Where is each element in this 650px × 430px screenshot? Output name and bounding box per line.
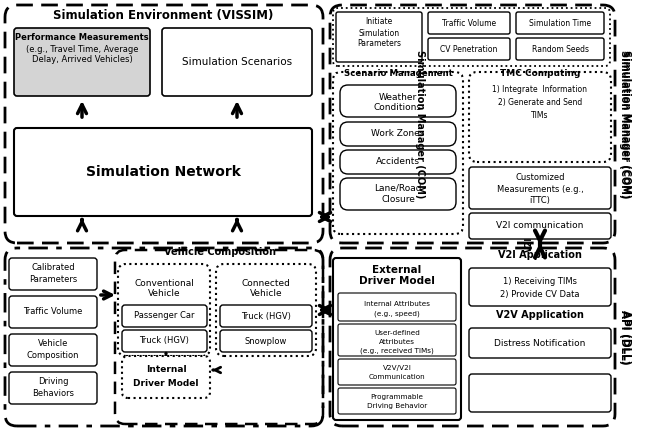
Text: (e.g., Travel Time, Average: (e.g., Travel Time, Average bbox=[26, 44, 138, 53]
Text: V2I: V2I bbox=[525, 237, 534, 252]
Text: Closure: Closure bbox=[381, 196, 415, 205]
Text: Attributes: Attributes bbox=[379, 339, 415, 345]
FancyBboxPatch shape bbox=[162, 28, 312, 96]
Text: Traffic Volume: Traffic Volume bbox=[23, 307, 83, 316]
Text: CV Penetration: CV Penetration bbox=[440, 44, 498, 53]
FancyBboxPatch shape bbox=[340, 150, 456, 174]
FancyBboxPatch shape bbox=[336, 12, 422, 62]
Text: Simulation Network: Simulation Network bbox=[86, 165, 240, 179]
Text: Performance Measurements: Performance Measurements bbox=[15, 33, 149, 42]
Text: Work Zones: Work Zones bbox=[371, 129, 424, 138]
FancyBboxPatch shape bbox=[469, 268, 611, 306]
Text: V2V Application: V2V Application bbox=[496, 310, 584, 320]
Text: Driving: Driving bbox=[38, 378, 68, 387]
Text: Driving Behavior: Driving Behavior bbox=[367, 403, 427, 409]
Text: Programmable: Programmable bbox=[370, 394, 424, 400]
Text: Driver Model: Driver Model bbox=[133, 378, 199, 387]
FancyBboxPatch shape bbox=[333, 258, 461, 420]
Text: Random Seeds: Random Seeds bbox=[532, 44, 588, 53]
Text: Vehicle: Vehicle bbox=[148, 289, 180, 298]
Text: API (DLL): API (DLL) bbox=[621, 310, 631, 364]
FancyBboxPatch shape bbox=[220, 330, 312, 352]
Text: Simulation Time: Simulation Time bbox=[529, 18, 591, 28]
Text: Conventional: Conventional bbox=[134, 279, 194, 288]
FancyBboxPatch shape bbox=[9, 334, 97, 366]
Text: Driver Model: Driver Model bbox=[359, 276, 435, 286]
Text: Vehicle Composition: Vehicle Composition bbox=[164, 247, 276, 257]
FancyBboxPatch shape bbox=[338, 324, 456, 356]
Text: Delay, Arrived Vehicles): Delay, Arrived Vehicles) bbox=[32, 55, 133, 64]
Text: Simulation Scenarios: Simulation Scenarios bbox=[182, 57, 292, 67]
Text: Measurements (e.g.,: Measurements (e.g., bbox=[497, 185, 584, 194]
FancyBboxPatch shape bbox=[220, 305, 312, 327]
Text: Simulation: Simulation bbox=[358, 28, 400, 37]
Text: Simulation Manager (COM): Simulation Manager (COM) bbox=[621, 50, 631, 198]
Text: Composition: Composition bbox=[27, 351, 79, 360]
FancyBboxPatch shape bbox=[516, 38, 604, 60]
Text: Parameters: Parameters bbox=[29, 276, 77, 285]
Text: Weather: Weather bbox=[379, 92, 417, 101]
FancyBboxPatch shape bbox=[122, 305, 207, 327]
Text: 2) Generate and Send: 2) Generate and Send bbox=[498, 98, 582, 108]
Text: Snowplow: Snowplow bbox=[245, 337, 287, 345]
Text: Vehicle: Vehicle bbox=[250, 289, 282, 298]
FancyBboxPatch shape bbox=[122, 356, 210, 398]
Text: V2I communication: V2I communication bbox=[497, 221, 584, 230]
FancyBboxPatch shape bbox=[469, 374, 611, 412]
Text: iTTC): iTTC) bbox=[530, 197, 551, 206]
Text: V2I Application: V2I Application bbox=[498, 250, 582, 260]
Text: 1) Receiving TIMs: 1) Receiving TIMs bbox=[503, 276, 577, 286]
FancyBboxPatch shape bbox=[428, 12, 510, 34]
Text: V2V/V2I: V2V/V2I bbox=[383, 365, 411, 371]
FancyBboxPatch shape bbox=[428, 38, 510, 60]
Text: Behaviors: Behaviors bbox=[32, 390, 74, 399]
Text: Truck (HGV): Truck (HGV) bbox=[139, 337, 189, 345]
Text: 1) Integrate  Information: 1) Integrate Information bbox=[493, 86, 588, 95]
Text: Passenger Car: Passenger Car bbox=[134, 311, 194, 320]
Text: Calibrated: Calibrated bbox=[31, 264, 75, 273]
Text: Lane/Road: Lane/Road bbox=[374, 184, 422, 193]
Text: Internal: Internal bbox=[146, 366, 187, 375]
Text: Simulation Manager (COM): Simulation Manager (COM) bbox=[619, 50, 629, 198]
FancyBboxPatch shape bbox=[340, 122, 456, 146]
Text: (e.g., speed): (e.g., speed) bbox=[374, 311, 420, 317]
FancyBboxPatch shape bbox=[469, 167, 611, 209]
Text: Vehicle: Vehicle bbox=[38, 340, 68, 348]
FancyBboxPatch shape bbox=[9, 258, 97, 290]
Text: Communication: Communication bbox=[369, 374, 425, 380]
Text: Initiate: Initiate bbox=[365, 18, 393, 27]
Text: Simulation Environment (VISSIM): Simulation Environment (VISSIM) bbox=[53, 9, 273, 22]
FancyBboxPatch shape bbox=[338, 359, 456, 385]
Text: Connected: Connected bbox=[242, 279, 291, 288]
FancyBboxPatch shape bbox=[469, 213, 611, 239]
Text: (e.g., received TIMs): (e.g., received TIMs) bbox=[360, 348, 434, 354]
Text: External: External bbox=[372, 265, 422, 275]
FancyBboxPatch shape bbox=[516, 12, 604, 34]
Text: API (DLL): API (DLL) bbox=[619, 310, 629, 364]
FancyBboxPatch shape bbox=[122, 330, 207, 352]
Text: Truck (HGV): Truck (HGV) bbox=[241, 311, 291, 320]
FancyBboxPatch shape bbox=[340, 85, 456, 117]
Text: Parameters: Parameters bbox=[357, 40, 401, 49]
Text: Traffic Volume: Traffic Volume bbox=[442, 18, 496, 28]
FancyBboxPatch shape bbox=[469, 328, 611, 358]
FancyBboxPatch shape bbox=[9, 372, 97, 404]
FancyBboxPatch shape bbox=[340, 178, 456, 210]
FancyBboxPatch shape bbox=[9, 296, 97, 328]
Text: 2) Provide CV Data: 2) Provide CV Data bbox=[500, 289, 580, 298]
Text: TMC Computing: TMC Computing bbox=[500, 70, 580, 79]
FancyBboxPatch shape bbox=[14, 128, 312, 216]
Text: Internal Attributes: Internal Attributes bbox=[364, 301, 430, 307]
Text: Conditions: Conditions bbox=[374, 102, 422, 111]
FancyBboxPatch shape bbox=[338, 388, 456, 414]
Text: Simulation Manager (COM): Simulation Manager (COM) bbox=[415, 50, 425, 198]
FancyBboxPatch shape bbox=[14, 28, 150, 96]
Text: Customized: Customized bbox=[515, 173, 565, 182]
Text: Accidents: Accidents bbox=[376, 157, 420, 166]
Text: TIMs: TIMs bbox=[531, 111, 549, 120]
Text: Scenario Management: Scenario Management bbox=[344, 70, 452, 79]
FancyBboxPatch shape bbox=[338, 293, 456, 321]
Text: Distress Notification: Distress Notification bbox=[494, 338, 586, 347]
Text: User-defined: User-defined bbox=[374, 330, 420, 336]
